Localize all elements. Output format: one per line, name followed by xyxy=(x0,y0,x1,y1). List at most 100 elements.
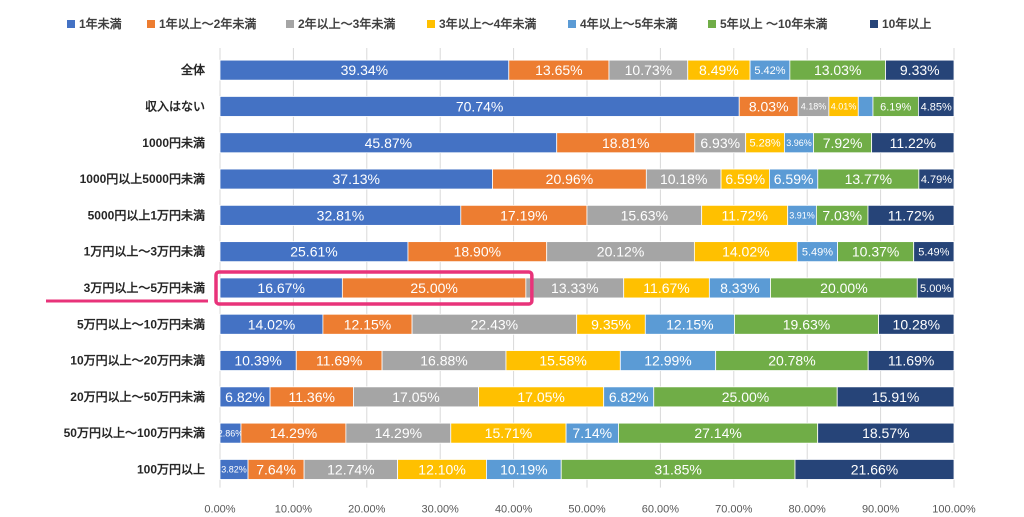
bar-segment xyxy=(817,422,955,444)
data-label: 6.82% xyxy=(609,389,649,405)
data-label: 4.79% xyxy=(921,174,952,186)
data-label: 13.33% xyxy=(551,280,598,296)
data-label: 11.67% xyxy=(643,280,689,296)
data-label: 2.86% xyxy=(218,428,244,438)
data-label: 5.42% xyxy=(754,65,785,77)
legend-swatch xyxy=(708,20,716,28)
highlight-box xyxy=(214,270,534,306)
data-label: 18.90% xyxy=(454,244,501,260)
category-label: 1000円以上5000円未満 xyxy=(80,171,205,186)
data-label: 13.77% xyxy=(845,171,892,187)
data-label: 20.78% xyxy=(768,353,815,369)
data-label: 31.85% xyxy=(654,461,701,477)
data-label: 22.43% xyxy=(471,316,518,332)
data-label: 12.10% xyxy=(418,461,465,477)
data-label: 18.57% xyxy=(862,425,909,441)
data-label: 5.49% xyxy=(802,247,833,259)
data-label: 21.66% xyxy=(851,461,898,477)
data-label: 25.00% xyxy=(722,389,769,405)
legend-label: 10年以上 xyxy=(882,16,931,31)
data-label: 8.33% xyxy=(720,280,760,296)
data-label: 5.49% xyxy=(918,247,949,259)
x-tick-label: 60.00% xyxy=(642,504,680,516)
legend-swatch xyxy=(870,20,878,28)
data-label: 10.39% xyxy=(234,353,281,369)
category-label: 10万円以上～20万円未満 xyxy=(70,353,205,368)
data-label: 6.82% xyxy=(225,389,265,405)
data-label: 39.34% xyxy=(341,62,388,78)
data-label: 16.67% xyxy=(257,280,304,296)
x-tick-label: 80.00% xyxy=(789,504,827,516)
x-tick-label: 10.00% xyxy=(275,504,313,516)
data-label: 3.82% xyxy=(221,465,247,475)
legend-swatch xyxy=(427,20,435,28)
data-label: 11.72% xyxy=(721,207,767,223)
data-label: 10.73% xyxy=(625,62,672,78)
data-label: 15.63% xyxy=(621,207,668,223)
data-label: 11.36% xyxy=(289,389,335,405)
data-label: 20.96% xyxy=(546,171,593,187)
data-label: 25.00% xyxy=(410,280,457,296)
category-label: 3万円以上～5万円未満 xyxy=(84,280,205,295)
data-label: 20.00% xyxy=(820,280,867,296)
data-label: 12.15% xyxy=(344,316,391,332)
data-label: 15.91% xyxy=(872,389,919,405)
data-label: 11.72% xyxy=(888,207,934,223)
data-label: 5.00% xyxy=(920,283,951,295)
data-label: 10.28% xyxy=(893,316,940,332)
data-label: 7.14% xyxy=(572,425,612,441)
data-label: 14.02% xyxy=(722,244,769,260)
data-label: 16.88% xyxy=(420,353,467,369)
data-label: 15.71% xyxy=(485,425,532,441)
bar-segment xyxy=(885,59,955,81)
data-label: 6.59% xyxy=(774,171,814,187)
category-label: 5000円以上1万円未満 xyxy=(88,207,205,222)
legend-swatch xyxy=(147,20,155,28)
category-label: 収入はない xyxy=(145,99,205,113)
data-label: 12.15% xyxy=(666,316,713,332)
data-label: 70.74% xyxy=(456,98,503,114)
data-label: 12.99% xyxy=(644,353,691,369)
data-label: 11.69% xyxy=(888,353,934,369)
category-label: 1000円未満 xyxy=(142,135,205,150)
x-tick-label: 0.00% xyxy=(204,504,235,516)
data-label: 27.14% xyxy=(694,425,741,441)
category-label: 100万円以上 xyxy=(137,461,205,476)
data-label: 10.37% xyxy=(852,244,899,260)
data-label: 6.93% xyxy=(700,135,740,151)
data-label: 4.01% xyxy=(831,102,857,112)
x-tick-label: 40.00% xyxy=(495,504,533,516)
legend-label: 1年未満 xyxy=(79,16,122,31)
data-label: 17.05% xyxy=(392,389,439,405)
data-label: 45.87% xyxy=(365,135,412,151)
data-label: 3.91% xyxy=(789,211,815,221)
legend-label: 1年以上～2年未満 xyxy=(159,16,256,31)
data-label: 14.29% xyxy=(270,425,317,441)
data-label: 3.96% xyxy=(786,138,812,148)
data-label: 7.64% xyxy=(256,461,296,477)
data-label: 13.03% xyxy=(814,62,861,78)
data-label: 18.81% xyxy=(602,135,649,151)
data-label: 7.92% xyxy=(823,135,863,151)
data-label: 15.58% xyxy=(539,353,586,369)
legend-swatch xyxy=(286,20,294,28)
data-label: 11.22% xyxy=(890,135,936,151)
data-label: 8.03% xyxy=(749,98,789,114)
data-label: 25.61% xyxy=(290,244,337,260)
x-tick-label: 30.00% xyxy=(422,504,460,516)
legend-label: 4年以上～5年未満 xyxy=(580,16,677,31)
category-label: 全体 xyxy=(180,62,206,77)
bar-segment xyxy=(867,350,955,371)
data-label: 17.05% xyxy=(517,389,564,405)
x-tick-label: 70.00% xyxy=(715,504,753,516)
bar-segment xyxy=(836,386,955,408)
data-label: 5.28% xyxy=(749,138,780,150)
data-label: 6.59% xyxy=(725,171,765,187)
data-label: 9.35% xyxy=(591,316,631,332)
x-tick-label: 90.00% xyxy=(862,504,900,516)
data-label: 10.19% xyxy=(500,461,547,477)
data-label: 10.18% xyxy=(660,171,707,187)
bar-segment xyxy=(878,313,955,335)
data-label: 12.74% xyxy=(327,461,374,477)
